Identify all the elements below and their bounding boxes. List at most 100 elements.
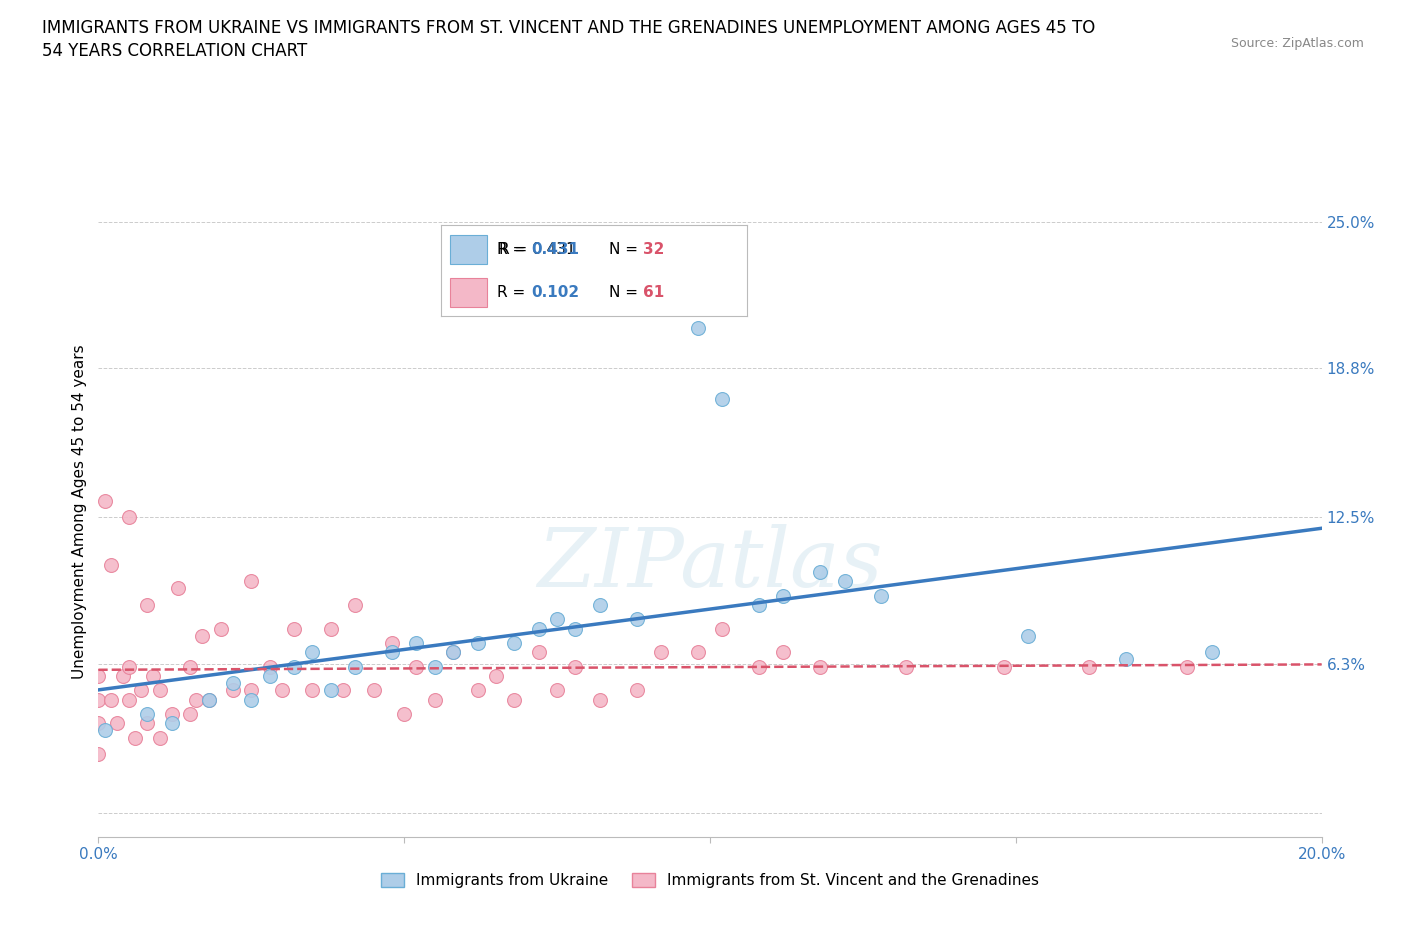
Point [118, 692, 141, 707]
Text: ZIPatlas: ZIPatlas [537, 524, 883, 604]
Point [344, 659, 367, 674]
Point [160, 707, 183, 722]
Point [100, 692, 122, 707]
Point [167, 581, 190, 596]
Point [1175, 659, 1198, 674]
Point [423, 692, 446, 707]
FancyBboxPatch shape [450, 278, 486, 307]
Point [136, 598, 159, 613]
Point [87, 669, 110, 684]
Point [301, 644, 323, 659]
Point [626, 612, 648, 627]
Point [319, 621, 342, 636]
Point [87, 716, 110, 731]
Point [686, 644, 709, 659]
Point [240, 574, 263, 589]
Text: R = 0.431: R = 0.431 [499, 242, 575, 258]
Point [222, 676, 245, 691]
Point [1078, 659, 1101, 674]
Point [136, 707, 159, 722]
Point [503, 692, 526, 707]
Point [589, 598, 612, 613]
Point [142, 669, 165, 684]
Point [894, 659, 917, 674]
Point [179, 659, 201, 674]
Point [105, 716, 128, 731]
Point [118, 659, 141, 674]
Point [100, 557, 122, 572]
Text: R =: R = [498, 242, 530, 258]
Point [222, 683, 245, 698]
Point [711, 392, 734, 406]
Point [87, 747, 110, 762]
Point [503, 635, 526, 650]
Point [93, 723, 115, 737]
Point [270, 683, 292, 698]
Text: 0.102: 0.102 [531, 285, 579, 300]
Point [240, 683, 263, 698]
Point [319, 683, 342, 698]
Point [149, 730, 172, 745]
Point [129, 683, 152, 698]
Point [136, 716, 159, 731]
Point [301, 683, 323, 698]
Point [564, 659, 586, 674]
Point [1017, 629, 1039, 644]
Point [149, 683, 172, 698]
Legend: Immigrants from Ukraine, Immigrants from St. Vincent and the Grenadines: Immigrants from Ukraine, Immigrants from… [375, 867, 1045, 895]
Text: N =: N = [609, 285, 643, 300]
Text: 61: 61 [643, 285, 664, 300]
Point [259, 669, 281, 684]
Point [191, 629, 214, 644]
Point [118, 510, 141, 525]
Point [485, 669, 508, 684]
Point [589, 692, 612, 707]
Point [124, 730, 146, 745]
Point [772, 644, 794, 659]
Point [993, 659, 1015, 674]
Point [870, 588, 893, 603]
Point [1115, 652, 1137, 667]
Point [546, 683, 568, 698]
Point [405, 635, 427, 650]
Point [332, 683, 354, 698]
Point [283, 659, 305, 674]
Point [441, 644, 464, 659]
Point [564, 621, 586, 636]
Y-axis label: Unemployment Among Ages 45 to 54 years: Unemployment Among Ages 45 to 54 years [72, 344, 87, 679]
Point [650, 644, 672, 659]
Point [197, 692, 219, 707]
Text: IMMIGRANTS FROM UKRAINE VS IMMIGRANTS FROM ST. VINCENT AND THE GRENADINES UNEMPL: IMMIGRANTS FROM UKRAINE VS IMMIGRANTS FR… [42, 19, 1095, 60]
Point [209, 621, 232, 636]
Point [381, 644, 404, 659]
Point [363, 683, 385, 698]
Text: 0.431: 0.431 [531, 242, 579, 258]
Text: Source: ZipAtlas.com: Source: ZipAtlas.com [1230, 37, 1364, 50]
Point [111, 669, 134, 684]
Point [381, 635, 404, 650]
Point [186, 692, 208, 707]
Point [546, 612, 568, 627]
Point [527, 621, 550, 636]
Point [748, 659, 770, 674]
Point [344, 598, 367, 613]
Point [808, 659, 831, 674]
Point [93, 494, 115, 509]
Point [834, 574, 856, 589]
Point [179, 707, 201, 722]
Text: 32: 32 [643, 242, 664, 258]
Point [240, 692, 263, 707]
Point [772, 588, 794, 603]
Point [626, 683, 648, 698]
Point [87, 692, 110, 707]
Point [259, 659, 281, 674]
Point [748, 598, 770, 613]
Point [711, 621, 734, 636]
Point [808, 565, 831, 579]
Text: N =: N = [609, 242, 643, 258]
Point [197, 692, 219, 707]
FancyBboxPatch shape [450, 235, 486, 264]
Point [686, 321, 709, 336]
Point [467, 683, 489, 698]
Point [527, 644, 550, 659]
